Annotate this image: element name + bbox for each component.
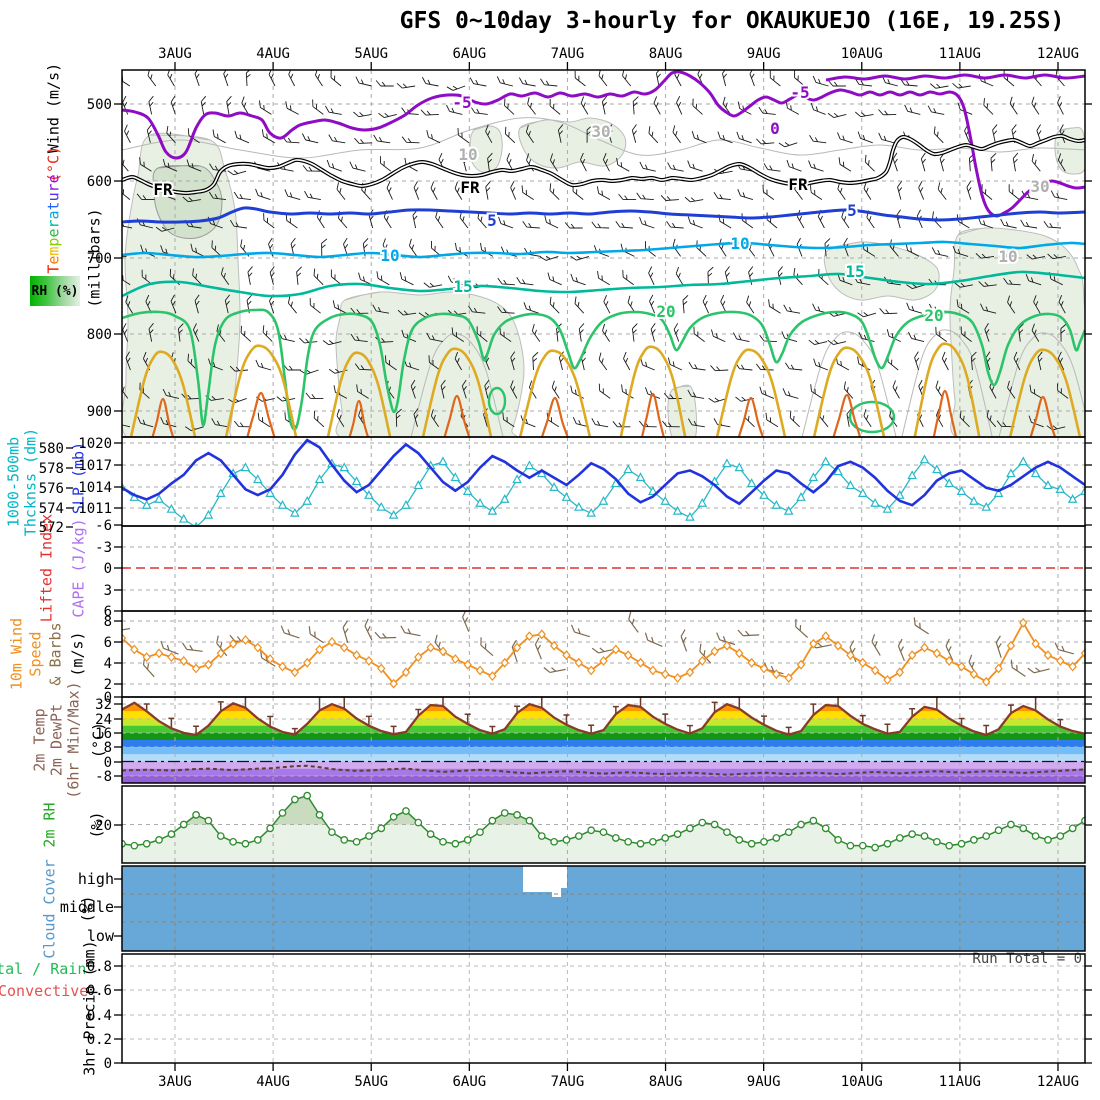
svg-text:30: 30 [591,122,610,141]
svg-text:700: 700 [87,251,112,267]
svg-text:6: 6 [104,635,112,651]
svg-text:5AUG: 5AUG [354,46,388,62]
svg-text:7AUG: 7AUG [551,46,585,62]
svg-text:0: 0 [770,119,780,138]
svg-text:574: 574 [39,501,64,517]
svg-text:578: 578 [39,461,64,477]
svg-text:16: 16 [95,726,112,742]
svg-text:20: 20 [924,306,943,325]
svg-text:576: 576 [39,481,64,497]
svg-text:4AUG: 4AUG [256,46,290,62]
svg-text:3AUG: 3AUG [158,46,192,62]
svg-text:2: 2 [104,677,112,693]
svg-text:-5: -5 [790,83,809,102]
svg-text:800: 800 [87,327,112,343]
page-title: GFS 0~10day 3-hourly for OKAUKUEJO (16E,… [399,8,1065,34]
svg-text:0.8: 0.8 [87,959,112,975]
svg-text:4: 4 [104,656,112,672]
svg-text:30: 30 [1030,177,1049,196]
svg-text:8AUG: 8AUG [649,46,683,62]
svg-text:FR: FR [153,180,173,199]
svg-text:572: 572 [39,520,64,536]
svg-text:3: 3 [104,583,112,599]
panel-upper-air: -5 -5 0 FR FR FR 5 5 10 10 15 15 20 20 10 30 30 10 [122,70,1085,437]
svg-text:10AUG: 10AUG [841,46,883,62]
svg-text:500: 500 [87,97,112,113]
svg-text:0: 0 [104,690,112,706]
svg-text:-8: -8 [95,769,112,785]
panel-10m-wind [122,611,1085,697]
svg-text:1017: 1017 [78,458,112,474]
svg-text:1020: 1020 [78,436,112,452]
panel-cloud-cover [122,866,1085,951]
panel-slp-thickness [122,437,1085,526]
svg-text:0.6: 0.6 [87,983,112,999]
precip-convective-label: Convective [0,982,89,1000]
svg-text:5: 5 [487,211,497,230]
svg-text:7AUG: 7AUG [551,1074,585,1090]
svg-text:8: 8 [104,740,112,756]
svg-text:Run Total = 0: Run Total = 0 [972,951,1082,967]
svg-text:6AUG: 6AUG [452,46,486,62]
svg-text:8: 8 [104,614,112,630]
svg-text:0.4: 0.4 [87,1008,112,1024]
svg-text:FR: FR [460,178,480,197]
svg-text:15: 15 [845,262,864,281]
svg-text:high: high [78,870,114,888]
panel-2m-temp-dewpt [122,697,1085,783]
svg-text:900: 900 [87,404,112,420]
panel-lifted-index-cape [122,526,1085,611]
svg-text:0: 0 [104,1056,112,1072]
svg-text:1014: 1014 [78,480,112,496]
svg-text:15: 15 [453,277,472,296]
svg-text:0: 0 [104,561,112,577]
svg-text:-6: -6 [95,518,112,534]
svg-text:9AUG: 9AUG [747,1074,781,1090]
svg-text:10AUG: 10AUG [841,1074,883,1090]
svg-text:12AUG: 12AUG [1037,1074,1079,1090]
svg-text:0: 0 [104,755,112,771]
svg-text:-3: -3 [95,540,112,556]
svg-text:5AUG: 5AUG [354,1074,388,1090]
svg-text:600: 600 [87,174,112,190]
panel-2m-rh [122,786,1085,863]
svg-text:10: 10 [998,247,1017,266]
svg-text:10: 10 [730,234,749,253]
svg-text:4AUG: 4AUG [256,1074,290,1090]
svg-text:20: 20 [656,302,675,321]
svg-text:6AUG: 6AUG [452,1074,486,1090]
svg-text:8AUG: 8AUG [649,1074,683,1090]
svg-text:24: 24 [95,712,112,728]
svg-text:FR: FR [788,175,808,194]
svg-text:low: low [87,927,115,945]
rh-legend: RH (%) [30,276,80,306]
svg-text:20: 20 [95,818,112,834]
svg-text:11AUG: 11AUG [939,46,981,62]
svg-text:5: 5 [847,201,857,220]
svg-text:32: 32 [95,697,112,713]
axes: 5006007008009001020101710141011580578576… [39,46,1092,1090]
svg-text:10: 10 [380,246,399,265]
svg-text:10: 10 [458,145,477,164]
precip-total-label: Total / Rain [0,960,87,978]
svg-text:1011: 1011 [78,501,112,517]
panel-precip: Run Total = 0 [122,951,1085,1063]
svg-text:580: 580 [39,441,64,457]
svg-text:12AUG: 12AUG [1037,46,1079,62]
svg-text:-5: -5 [452,93,471,112]
svg-text:11AUG: 11AUG [939,1074,981,1090]
svg-text:9AUG: 9AUG [747,46,781,62]
svg-text:middle: middle [60,898,114,916]
svg-text:3AUG: 3AUG [158,1074,192,1090]
svg-text:0.2: 0.2 [87,1032,112,1048]
svg-text:6: 6 [104,604,112,620]
